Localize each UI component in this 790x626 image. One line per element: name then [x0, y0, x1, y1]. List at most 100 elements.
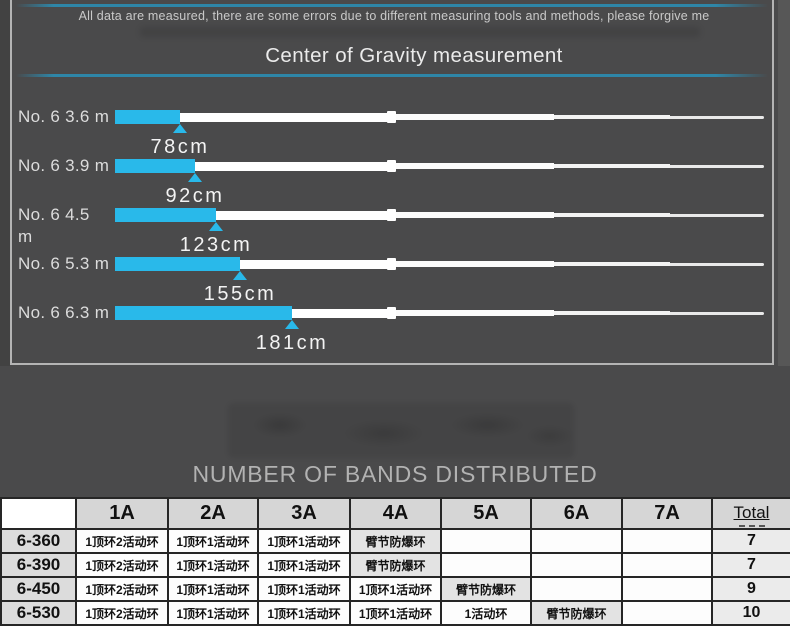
rod-blank-segment [396, 261, 554, 267]
table-cell [621, 576, 713, 602]
table-cell: 1顶环2活动环 [75, 552, 169, 578]
table-cell: 臂节防爆环 [349, 528, 442, 554]
right-margin-strip [778, 0, 790, 366]
total-cell: 9 [711, 576, 790, 602]
rod-label: No. 6 6.3 m [18, 303, 110, 322]
table-cell [530, 576, 623, 602]
table-corner-cell [0, 497, 77, 530]
column-header-7a: 7A [621, 497, 713, 530]
column-header-2a: 2A [167, 497, 259, 530]
rod-handle-bar [115, 208, 216, 222]
rod-label: No. 6 3.9 m [18, 156, 110, 175]
cg-marker-triangle-icon [285, 320, 299, 329]
total-cell: 7 [711, 552, 790, 578]
rod-blank-segment [240, 260, 387, 269]
cg-marker-triangle-icon [209, 222, 223, 231]
table-cell: 1顶环1活动环 [257, 528, 351, 554]
column-header-total: Total [711, 497, 790, 530]
bands-section-title: NUMBER OF BANDS DISTRIBUTED [192, 461, 598, 487]
total-underline-decoration [738, 524, 765, 527]
table-cell: 1顶环2活动环 [75, 600, 169, 626]
table-cell: 1顶环1活动环 [349, 600, 442, 626]
rod-blank-segment [292, 309, 387, 318]
table-cell: 1顶环1活动环 [349, 576, 442, 602]
table-cell: 1顶环1活动环 [167, 600, 259, 626]
chart-title: Center of Gravity measurement [265, 44, 563, 67]
column-header-4a: 4A [349, 497, 442, 530]
rod-tip-segment [670, 312, 764, 315]
rod-blank-segment [396, 212, 554, 218]
table-cell: 1顶环1活动环 [257, 552, 351, 578]
table-cell: 1顶环1活动环 [167, 552, 259, 578]
bands-table: 1A 2A 3A 4A 5A 6A 7A Total 6-360 1顶环2活动环… [0, 497, 790, 626]
cg-value-label: 92cm [165, 185, 225, 207]
rod-joint [387, 111, 396, 123]
rod-blank-segment [396, 310, 554, 316]
rod-blank-segment [396, 114, 554, 120]
rod-handle-bar [115, 306, 292, 320]
table-cell [440, 552, 532, 578]
cg-marker-triangle-icon [233, 271, 247, 280]
table-row: 6-390 1顶环2活动环 1顶环1活动环 1顶环1活动环 臂节防爆环 7 [0, 552, 790, 578]
rod-tip-segment [670, 165, 764, 168]
cg-value-label: 78cm [150, 136, 210, 158]
table-cell: 1顶环1活动环 [257, 576, 351, 602]
rod-tip-segment [670, 214, 764, 217]
table-cell: 1顶环1活动环 [167, 576, 259, 602]
table-cell [440, 528, 532, 554]
table-cell: 1顶环1活动环 [257, 600, 351, 626]
rod-label: No. 6 3.6 m [18, 107, 110, 126]
column-header-1a: 1A [75, 497, 169, 530]
table-cell [530, 528, 623, 554]
table-cell: 臂节防爆环 [349, 552, 442, 578]
cg-marker-triangle-icon [173, 124, 187, 133]
table-header-row: 1A 2A 3A 4A 5A 6A 7A Total [0, 497, 790, 530]
rod-blank-segment [554, 164, 670, 168]
rod-joint [387, 307, 396, 319]
rod-joint [387, 258, 396, 270]
table-row: 6-530 1顶环2活动环 1顶环1活动环 1顶环1活动环 1顶环1活动环 1活… [0, 600, 790, 626]
rod-label: No. 6 5.3 m [18, 254, 110, 273]
row-header: 6-530 [0, 600, 77, 626]
rod-tip-segment [670, 116, 764, 119]
rod-handle-bar [115, 257, 240, 271]
row-header: 6-360 [0, 528, 77, 554]
rod-joint [387, 209, 396, 221]
row-header: 6-450 [0, 576, 77, 602]
rod-tip-segment [670, 263, 764, 266]
cg-marker-triangle-icon [188, 173, 202, 182]
top-divider-line [16, 4, 768, 7]
rod-blank-segment [195, 162, 387, 171]
total-header-label: Total [733, 502, 770, 522]
column-header-3a: 3A [257, 497, 351, 530]
rod-blank-segment [180, 113, 387, 122]
table-cell: 1顶环2活动环 [75, 528, 169, 554]
column-header-5a: 5A [440, 497, 532, 530]
rod-blank-segment [554, 262, 670, 266]
total-cell: 7 [711, 528, 790, 554]
table-cell [621, 600, 713, 626]
total-cell: 10 [711, 600, 790, 626]
rod-blank-segment [396, 163, 554, 169]
blurred-watermark-block [228, 403, 574, 458]
cg-value-label: 155cm [203, 283, 277, 305]
rod-handle-bar [115, 110, 180, 124]
rod-blank-segment [554, 213, 670, 217]
table-row: 6-450 1顶环2活动环 1顶环1活动环 1顶环1活动环 1顶环1活动环 臂节… [0, 576, 790, 602]
disclaimer-text: All data are measured, there are some er… [78, 9, 710, 23]
rod-label: No. 6 4.5 m [18, 205, 90, 246]
table-cell [530, 552, 623, 578]
table-cell: 1顶环2活动环 [75, 576, 169, 602]
column-header-6a: 6A [530, 497, 623, 530]
rod-blank-segment [554, 311, 670, 315]
cg-value-label: 123cm [179, 234, 253, 256]
table-cell: 1活动环 [440, 600, 532, 626]
row-header: 6-390 [0, 552, 77, 578]
table-row: 6-360 1顶环2活动环 1顶环1活动环 1顶环1活动环 臂节防爆环 7 [0, 528, 790, 554]
table-cell [621, 528, 713, 554]
erased-watermark-line [140, 27, 700, 37]
table-cell [621, 552, 713, 578]
table-cell: 臂节防爆环 [530, 600, 623, 626]
rod-handle-bar [115, 159, 195, 173]
rod-joint [387, 160, 396, 172]
